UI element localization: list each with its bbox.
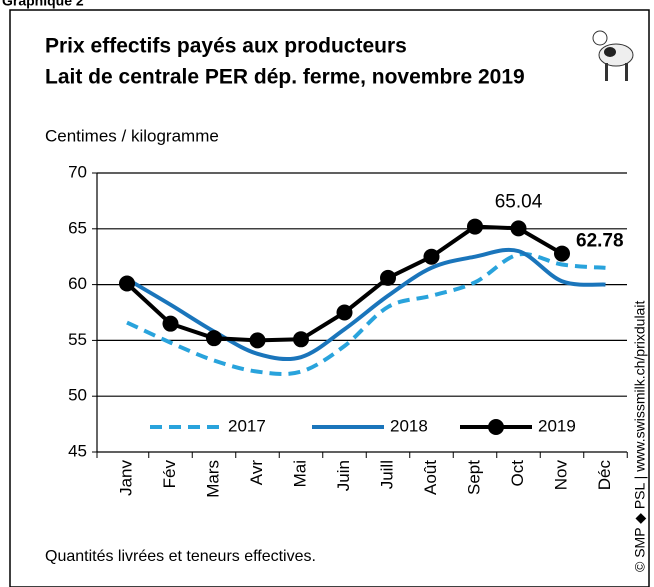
header: Graphique 2 (2, 0, 84, 9)
point (467, 219, 483, 235)
point (206, 330, 222, 346)
point (380, 270, 396, 286)
y-tick-label: 60 (68, 274, 87, 293)
legend-label: 2017 (228, 416, 266, 435)
x-tick-label: Juill (377, 460, 396, 489)
chart-subtitle: Lait de centrale PER dép. ferme, novembr… (45, 66, 525, 89)
point (119, 275, 135, 291)
y-tick-label: 70 (68, 162, 87, 181)
chart: Graphique 2 Prix effectifs payés aux pro… (0, 0, 654, 587)
x-tick-label: Oct (508, 460, 527, 487)
legend-label: 2018 (390, 416, 428, 435)
x-tick-label: Mai (290, 460, 309, 487)
y-tick-label: 45 (68, 441, 87, 460)
x-tick-label: Nov (551, 460, 570, 491)
x-tick-label: Mars (203, 460, 222, 498)
point (163, 316, 179, 332)
data-label: 65.04 (495, 191, 543, 212)
point (424, 249, 440, 265)
x-tick-label: Déc (595, 460, 614, 491)
y-tick-label: 65 (68, 218, 87, 237)
series-line (127, 227, 562, 341)
point (337, 305, 353, 321)
legend-marker (488, 419, 504, 435)
x-tick-label: Fév (160, 460, 179, 489)
series-line (127, 250, 606, 359)
legend-label: 2019 (538, 416, 576, 435)
y-axis-title: Centimes / kilogramme (45, 126, 219, 145)
point (293, 331, 309, 347)
x-tick-label: Août (421, 460, 440, 495)
point (511, 220, 527, 236)
x-tick-label: Sept (464, 460, 483, 495)
x-tick-label: Janv (116, 460, 135, 496)
note: Quantités livrées et teneurs effectives. (45, 548, 316, 565)
x-tick-label: Juin (334, 460, 353, 491)
cow-icon (593, 31, 633, 81)
point (250, 332, 266, 348)
data-label: 62.78 (576, 231, 624, 252)
point (554, 246, 570, 262)
source: © SMP ◆ PSL | www.swissmilk.ch/prixdulai… (632, 301, 648, 572)
y-tick-label: 50 (68, 386, 87, 405)
frame (10, 10, 649, 587)
x-tick-label: Avr (247, 460, 266, 486)
chart-title: Prix effectifs payés aux producteurs (45, 35, 407, 58)
y-tick-label: 55 (68, 330, 87, 349)
